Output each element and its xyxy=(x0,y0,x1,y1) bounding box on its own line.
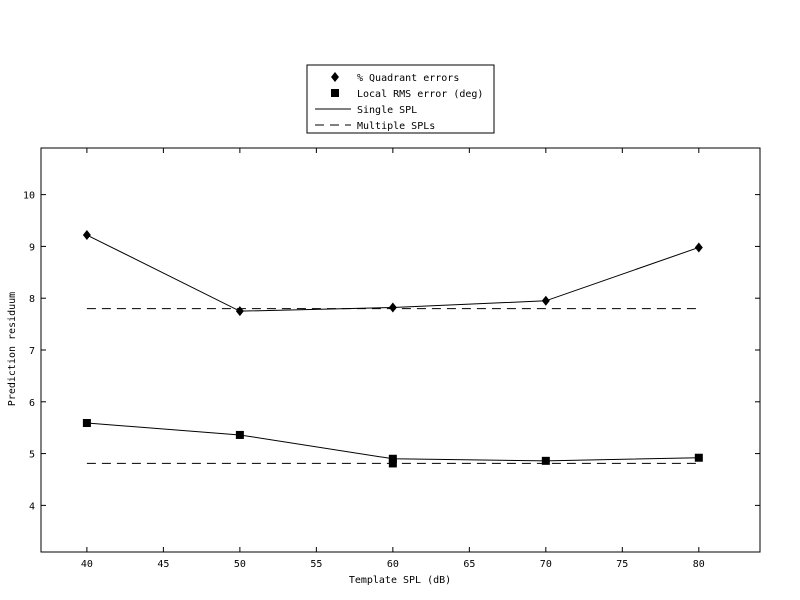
y-axis-ticks: 4 5 6 7 8 9 10 xyxy=(23,191,760,512)
data-point-square xyxy=(541,456,550,465)
series-2 xyxy=(82,419,703,465)
legend-item: Local RMS error (deg) xyxy=(331,89,483,100)
x-axis-label: Template SPL (dB) xyxy=(349,575,451,586)
legend: % Quadrant errors Local RMS error (deg) Si… xyxy=(306,64,495,134)
data-point-diamond xyxy=(694,242,703,253)
legend-square-icon xyxy=(331,89,339,97)
x-tick-label: 80 xyxy=(693,559,705,570)
x-tick-label: 60 xyxy=(387,559,399,570)
data-point-diamond xyxy=(82,230,91,241)
legend-label: Single SPL xyxy=(357,105,417,116)
y-tick-label: 10 xyxy=(23,191,35,202)
plot-area xyxy=(40,147,761,553)
legend-item: % Quadrant errors xyxy=(331,72,459,84)
series-0 xyxy=(82,230,703,317)
series-layer xyxy=(82,230,703,468)
y-axis-label: Prediction residuum xyxy=(7,292,18,406)
series-3 xyxy=(86,459,699,468)
x-tick-label: 75 xyxy=(616,559,628,570)
y-tick-label: 5 xyxy=(29,450,35,461)
y-tick-label: 8 xyxy=(29,294,35,305)
y-tick-label: 7 xyxy=(29,346,35,357)
legend-item: Single SPL xyxy=(315,105,417,116)
data-point-diamond xyxy=(541,295,550,306)
data-point-square xyxy=(388,454,397,463)
x-axis-ticks: 40 45 50 55 60 65 70 75 80 xyxy=(81,148,705,570)
data-point-square xyxy=(82,419,91,428)
data-point-square xyxy=(235,430,244,439)
data-point-diamond xyxy=(388,302,397,313)
legend-label: Multiple SPLs xyxy=(357,121,435,132)
y-tick-label: 6 xyxy=(29,398,35,409)
plot-frame xyxy=(40,147,761,553)
x-tick-label: 65 xyxy=(463,559,475,570)
data-point-square xyxy=(694,453,703,462)
x-tick-label: 40 xyxy=(81,559,93,570)
legend-diamond-icon xyxy=(331,72,339,82)
legend-item: Multiple SPLs xyxy=(315,121,435,132)
x-tick-label: 45 xyxy=(157,559,169,570)
data-point-square xyxy=(388,459,397,468)
y-tick-label: 9 xyxy=(29,242,35,253)
x-tick-label: 70 xyxy=(540,559,552,570)
y-tick-label: 4 xyxy=(29,501,35,512)
legend-label: % Quadrant errors xyxy=(357,73,459,84)
legend-label: Local RMS error (deg) xyxy=(357,89,483,100)
x-tick-label: 50 xyxy=(234,559,246,570)
x-tick-label: 55 xyxy=(310,559,322,570)
